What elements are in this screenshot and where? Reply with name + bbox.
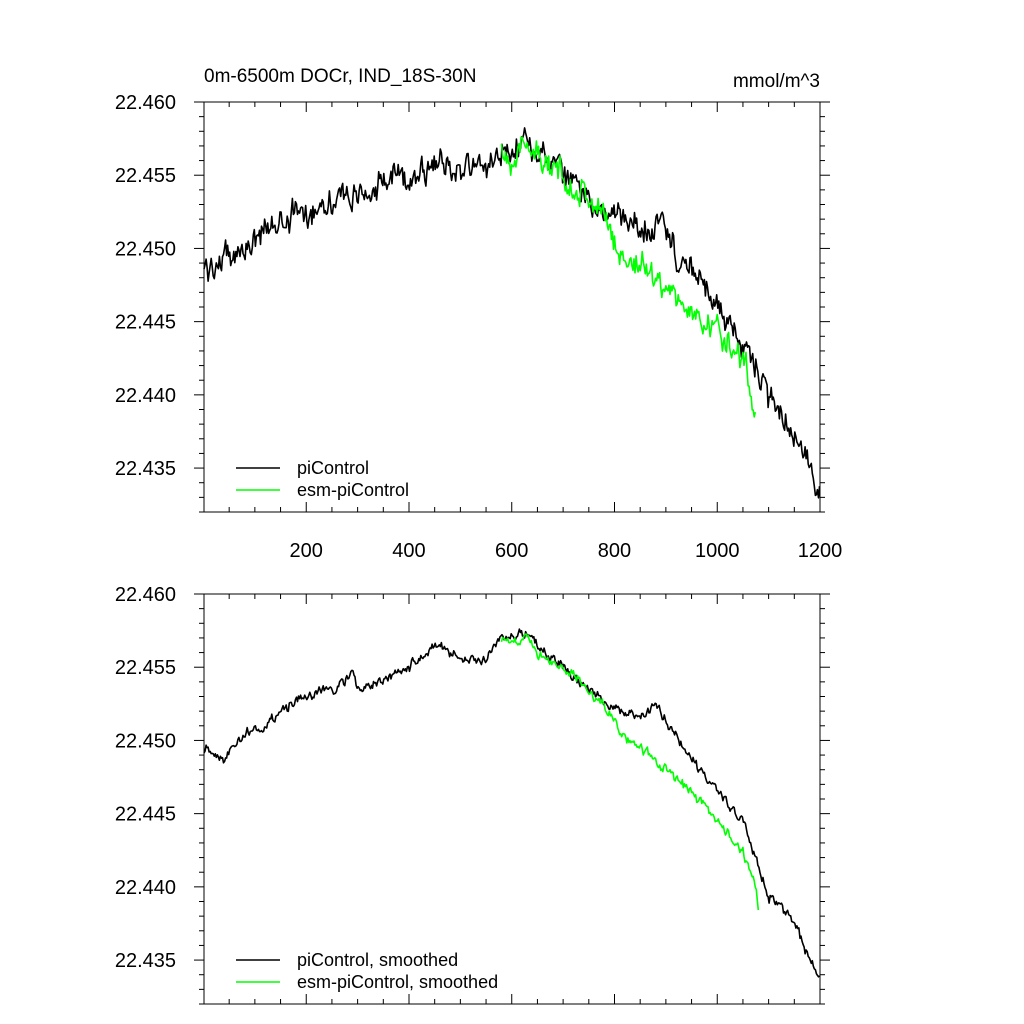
panel-1: 22.460 22.455 22.450 22.445 22.440 22.435 200 4… bbox=[115, 66, 842, 562]
x-tick-label: 200 bbox=[290, 540, 323, 562]
y-tick-label: 22.455 bbox=[115, 657, 176, 679]
y-tick-label: 22.445 bbox=[115, 312, 176, 334]
y-tick-label: 22.445 bbox=[115, 804, 176, 826]
y-tick-label: 22.440 bbox=[115, 877, 176, 899]
y-tick-label: 22.440 bbox=[115, 385, 176, 407]
legend-label: esm-piControl bbox=[297, 480, 409, 500]
legend-label: piControl, smoothed bbox=[297, 950, 458, 970]
series-line-picontrol bbox=[203, 127, 821, 499]
plot-frame bbox=[203, 593, 821, 1005]
y-tick-label: 22.450 bbox=[115, 238, 176, 260]
chart-title: 0m-6500m DOCr, IND_18S-30N bbox=[204, 66, 476, 87]
plot-frame bbox=[203, 101, 821, 513]
panel-2: 22.460 22.455 22.450 22.445 22.440 22.435 piCo… bbox=[115, 584, 830, 1005]
x-tick-label: 1200 bbox=[798, 540, 843, 562]
series-line-esm-picontrol bbox=[500, 136, 757, 418]
x-tick-label: 800 bbox=[598, 540, 631, 562]
x-tick-label: 400 bbox=[392, 540, 425, 562]
y-tick-label: 22.460 bbox=[115, 584, 176, 606]
y-tick-label: 22.455 bbox=[115, 165, 176, 187]
series-line-esm-picontrol-smoothed bbox=[500, 633, 760, 911]
chart-units: mmol/m^3 bbox=[733, 71, 820, 92]
y-tick-label: 22.450 bbox=[115, 730, 176, 752]
x-tick-label: 1000 bbox=[695, 540, 740, 562]
legend-label: piControl bbox=[297, 458, 369, 478]
series-line-picontrol-smoothed bbox=[203, 628, 821, 978]
legend-label: esm-piControl, smoothed bbox=[297, 972, 498, 992]
x-tick-label: 600 bbox=[495, 540, 528, 562]
y-tick-label: 22.460 bbox=[115, 92, 176, 114]
y-tick-label: 22.435 bbox=[115, 950, 176, 972]
y-tick-label: 22.435 bbox=[115, 458, 176, 480]
